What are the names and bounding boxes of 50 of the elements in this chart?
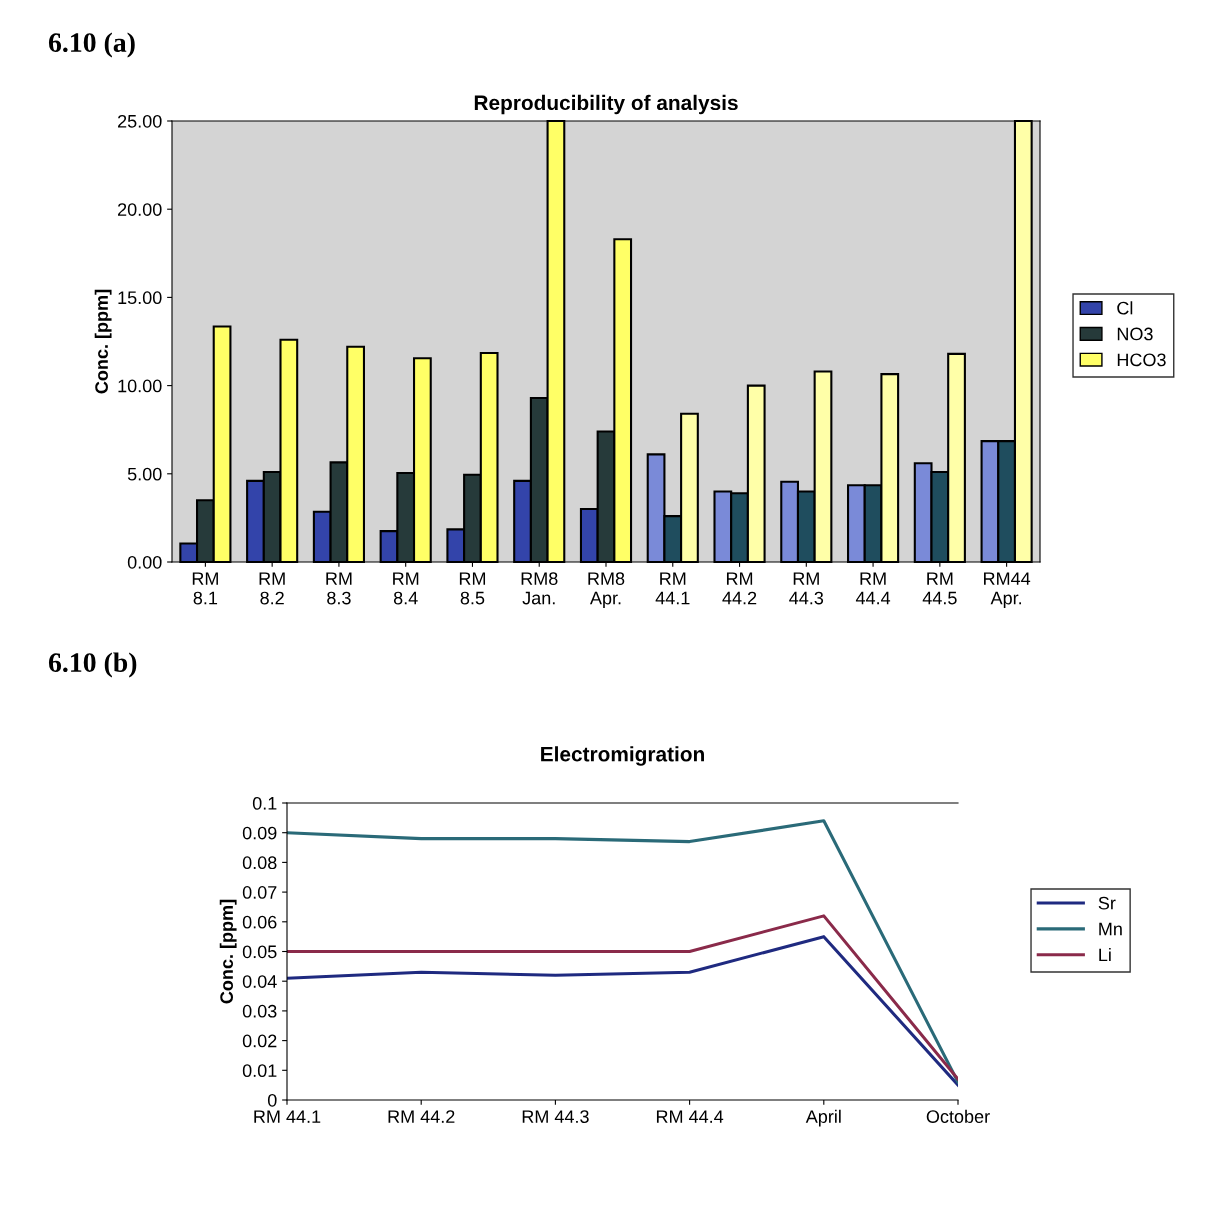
y-axis-title: Conc. [ppm]: [219, 899, 237, 1004]
y-tick-label: 10.00: [118, 379, 162, 393]
x-tick-label: April: [805, 1109, 841, 1127]
x-tick-label: RM8 Apr.: [588, 572, 625, 608]
y-tick-label: 0.08: [242, 856, 277, 870]
line-series: [287, 819, 958, 1084]
y-tick-label: 0.06: [242, 915, 277, 929]
x-tick-label: RM 8.5: [459, 572, 486, 605]
x-tick-label: RM 8.1: [192, 572, 218, 605]
text: 6.10 (a): [48, 32, 135, 58]
chart-title: Reproducibility of analysis: [474, 94, 738, 115]
x-tick-label: RM 8.2: [259, 572, 285, 605]
y-tick-label: 0.03: [242, 1004, 277, 1018]
x-tick-label: RM 44.4: [855, 572, 891, 605]
y-tick-label: 0.1: [252, 796, 277, 810]
x-tick-label: RM 44.5: [922, 572, 957, 605]
x-tick-label: RM 44.1: [254, 1110, 321, 1123]
x-tick-label: RM 44.2: [722, 572, 757, 605]
x-tick-label: RM 44.4: [656, 1110, 724, 1123]
y-tick-label: 20.00: [118, 203, 162, 216]
x-tick-label: RM 44.1: [655, 572, 690, 605]
y-tick-label: 0.04: [242, 975, 277, 988]
x-tick-label: RM 8.3: [326, 572, 352, 605]
x-tick-label: RM8 Jan.: [521, 572, 558, 605]
y-tick-label: 25.00: [118, 114, 162, 128]
legend-label: Li: [1099, 947, 1111, 962]
line-series: [287, 935, 958, 1087]
y-tick-label: 0.00: [127, 555, 162, 569]
x-tick-label: RM 44.3: [789, 572, 824, 605]
x-tick-label: RM 8.4: [393, 572, 419, 605]
y-tick-label: 0: [267, 1093, 277, 1107]
y-tick-label: 0.07: [242, 886, 277, 899]
text: 6.10 (b): [48, 652, 137, 678]
x-tick-label: RM 44.2: [388, 1110, 455, 1123]
y-tick-label: 0.01: [242, 1064, 277, 1078]
y-axis-title: Conc. [ppm]: [94, 289, 112, 394]
legend-label: Mn: [1099, 922, 1122, 936]
chart-title: Electromigration: [541, 746, 704, 766]
y-tick-label: 5.00: [127, 467, 162, 481]
y-tick-label: 0.05: [242, 945, 277, 959]
y-tick-label: 0.09: [242, 826, 277, 840]
x-tick-label: October: [926, 1109, 990, 1123]
legend-label: Cl: [1117, 301, 1133, 315]
x-tick-label: RM 44.3: [522, 1110, 589, 1123]
x-tick-label: RM44 Apr.: [984, 572, 1031, 608]
legend-label: HCO3: [1117, 353, 1166, 367]
y-tick-label: 0.02: [242, 1034, 277, 1048]
legend-label: NO3: [1117, 327, 1153, 341]
legend-label: Sr: [1098, 896, 1116, 910]
y-tick-label: 15.00: [118, 291, 162, 305]
